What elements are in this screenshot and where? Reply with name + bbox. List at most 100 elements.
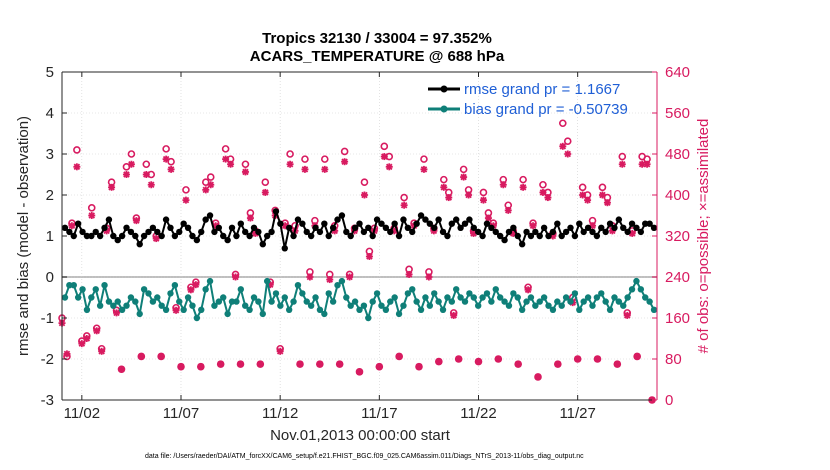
- rmse-point: [321, 220, 328, 227]
- rmse-point: [334, 216, 341, 223]
- rmse-point: [206, 212, 214, 219]
- obs-possible-marker: [142, 160, 151, 169]
- bias-point: [189, 302, 196, 309]
- obs-assimilated-marker: [579, 191, 587, 199]
- obs-assimilated-stroke: [187, 286, 195, 294]
- obs-assimilated-marker: [187, 286, 195, 294]
- obs-assimilated-stroke: [157, 353, 165, 360]
- obs-assimilated-marker: [435, 358, 443, 366]
- obs-assimilated-stroke: [614, 360, 621, 368]
- left-tick-label: -2: [41, 351, 54, 368]
- bias-point: [545, 302, 552, 309]
- bias-point: [606, 306, 614, 313]
- bias-point: [154, 294, 161, 301]
- obs-assimilated-stroke: [455, 355, 462, 363]
- bias-point: [650, 306, 658, 313]
- obs-possible-marker: [558, 119, 567, 128]
- obs-assimilated-stroke: [128, 160, 135, 168]
- rmse-point: [628, 220, 636, 227]
- bias-point: [162, 306, 170, 313]
- bias-point: [299, 290, 306, 297]
- obs-possible-marker: [519, 175, 527, 184]
- obs-assimilated-stroke: [276, 348, 284, 355]
- rmse-point: [299, 220, 306, 227]
- obs-assimilated-stroke: [385, 163, 393, 171]
- bias-point: [391, 294, 398, 301]
- obs-assimilated-marker: [445, 194, 453, 202]
- obs-assimilated-marker: [162, 155, 170, 163]
- rmse-point: [228, 224, 236, 231]
- obs-assimilated-stroke: [172, 307, 180, 314]
- obs-assimilated-marker: [222, 155, 230, 163]
- bias-point: [140, 286, 148, 293]
- rmse-point: [356, 220, 363, 227]
- obs-assimilated-marker: [113, 309, 121, 317]
- rmse-point: [118, 232, 126, 240]
- obs-assimilated-marker: [157, 352, 165, 360]
- obs-assimilated-marker: [108, 183, 116, 191]
- rmse-point: [145, 228, 152, 236]
- obs-assimilated-marker: [415, 363, 423, 371]
- obs-assimilated-marker: [73, 163, 81, 171]
- obs-assimilated-stroke: [529, 222, 537, 230]
- bias-point: [488, 298, 495, 305]
- rmse-point: [562, 228, 570, 236]
- rmse-point: [158, 232, 165, 240]
- obs-possible-marker: [127, 150, 136, 158]
- obs-assimilated-stroke: [539, 189, 547, 196]
- obs-assimilated-stroke: [638, 160, 646, 168]
- bias-point: [567, 298, 574, 305]
- rmse-point: [453, 216, 460, 223]
- rmse-point: [598, 224, 605, 231]
- rmse-point: [369, 232, 376, 240]
- bias-point: [83, 306, 91, 313]
- obs-assimilated-stroke: [177, 363, 185, 370]
- rmse-point: [387, 228, 394, 236]
- bias-point: [413, 298, 420, 305]
- obs-assimilated-stroke: [643, 160, 651, 168]
- bias-point: [167, 290, 174, 297]
- obs-assimilated-stroke: [435, 358, 443, 365]
- obs-assimilated-marker: [346, 273, 354, 281]
- rmse-point: [250, 224, 258, 231]
- rmse-point: [105, 216, 113, 223]
- bias-point: [598, 290, 605, 297]
- obs-assimilated-stroke: [440, 184, 448, 191]
- obs-assimilated-stroke: [425, 273, 433, 281]
- bias-point: [540, 294, 548, 301]
- bias-point: [263, 277, 271, 285]
- bias-point: [593, 294, 601, 301]
- bias-point: [523, 298, 530, 305]
- rmse-point: [400, 216, 407, 223]
- bias-point: [88, 294, 95, 301]
- bias-point: [321, 310, 328, 318]
- bias-point: [351, 298, 359, 305]
- rmse-point: [620, 224, 627, 231]
- obs-assimilated-marker: [465, 191, 473, 199]
- rmse-point: [439, 228, 447, 236]
- bias-point: [514, 294, 521, 301]
- bias-point: [312, 294, 319, 301]
- obs-assimilated-marker: [494, 355, 502, 363]
- x-tick-label: 11/07: [163, 405, 199, 422]
- obs-assimilated-marker: [167, 165, 175, 173]
- bias-point: [329, 298, 337, 305]
- right-tick-label: 160: [665, 310, 690, 327]
- bias-point: [387, 298, 394, 305]
- rmse-point: [171, 232, 179, 240]
- bias-point: [66, 282, 73, 289]
- bias-point: [123, 302, 130, 309]
- bias-point: [373, 290, 381, 297]
- rmse-point: [61, 224, 69, 231]
- rmse-point: [136, 241, 143, 248]
- rmse-point: [246, 232, 253, 240]
- obs-assimilated-stroke: [604, 199, 611, 206]
- obs-assimilated-marker: [460, 173, 468, 181]
- right-tick-label: 0: [665, 392, 673, 409]
- obs-assimilated-marker: [554, 360, 562, 368]
- rmse-point: [123, 224, 130, 231]
- obs-assimilated-marker: [88, 212, 96, 219]
- left-tick-label: 0: [46, 269, 54, 286]
- obs-assimilated-stroke: [331, 227, 338, 235]
- rmse-point: [567, 224, 574, 231]
